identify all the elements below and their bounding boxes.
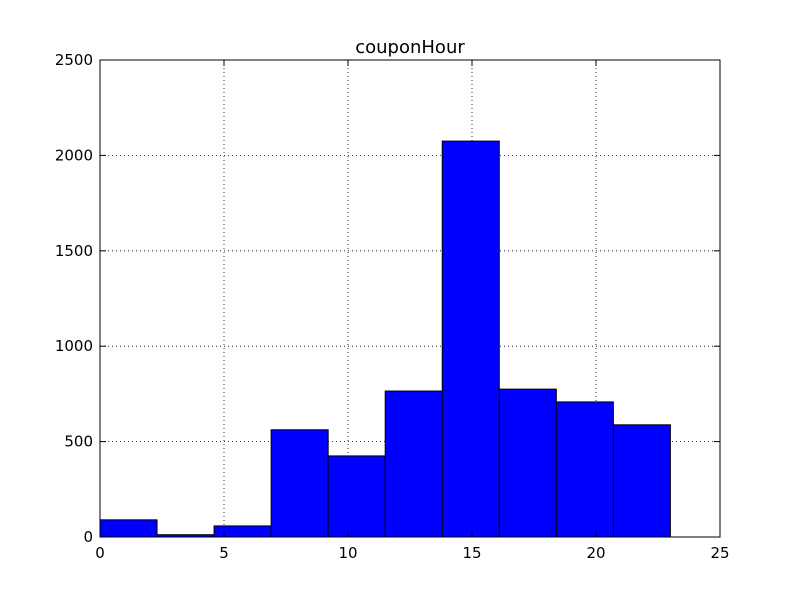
bar-0	[99, 519, 158, 538]
x-tick-labels: 0 5 10 15 20 25	[95, 544, 729, 562]
x-tick-label-1: 5	[219, 544, 229, 562]
plot-frame	[99, 59, 721, 538]
bars	[99, 140, 671, 538]
y-tick-labels: 0 500 1000 1500 2000 2500	[55, 51, 93, 546]
x-tick-label-4: 20	[586, 544, 605, 562]
x-tick-label-0: 0	[95, 544, 105, 562]
bar-7	[498, 388, 557, 538]
y-tick-label-0: 0	[83, 528, 93, 546]
y-tick-label-1: 500	[64, 433, 93, 451]
bar-2	[213, 525, 272, 538]
chart-title: couponHour	[355, 37, 465, 58]
bar-6	[441, 140, 500, 538]
x-tick-label-5: 25	[710, 544, 729, 562]
bar-4	[327, 455, 386, 538]
axis-ticks	[99, 59, 721, 538]
bar-9	[612, 424, 671, 538]
bar-3	[270, 429, 329, 538]
bar-8	[555, 401, 614, 538]
x-tick-label-3: 15	[462, 544, 481, 562]
y-tick-label-3: 1500	[55, 242, 93, 260]
bar-5	[384, 390, 443, 538]
y-tick-label-5: 2500	[55, 51, 93, 69]
y-tick-label-4: 2000	[55, 146, 93, 164]
x-tick-label-2: 10	[338, 544, 357, 562]
y-tick-label-2: 1000	[55, 337, 93, 355]
